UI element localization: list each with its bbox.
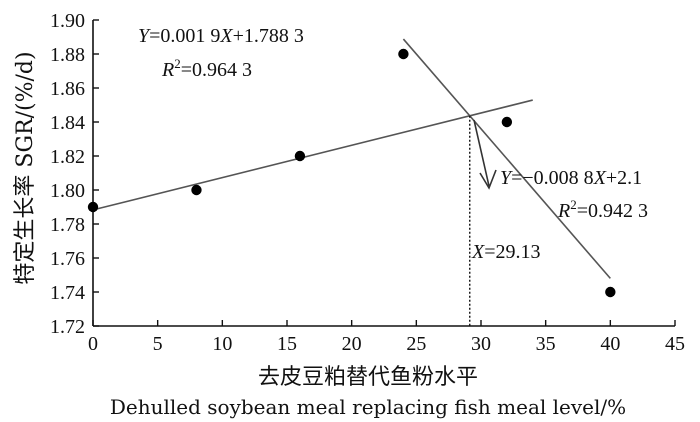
x-tick-label: 5: [153, 333, 163, 355]
data-point: [87, 201, 99, 213]
regression-line-2: [402, 38, 611, 279]
y-tick-label: 1.74: [50, 282, 85, 304]
x-tick-label: 35: [536, 333, 556, 355]
x-tick-label: 15: [277, 333, 297, 355]
fit-lines: [92, 38, 611, 279]
x-ticks: 0 5 10 15 20 25 30 35 40 45: [88, 320, 685, 355]
y-tick-label: 1.72: [50, 316, 85, 338]
intersection-label: X=29.13: [471, 241, 541, 263]
arrow-icon: [473, 119, 497, 190]
data-points: [87, 48, 616, 298]
x-tick-label: 10: [212, 333, 232, 355]
x-tick-label: 40: [600, 333, 620, 355]
x-tick-label: 0: [88, 333, 98, 355]
y-tick-label: 1.78: [50, 214, 85, 236]
x-axis-title-english: Dehulled soybean meal replacing fish mea…: [110, 395, 626, 419]
y-axis-title: 特定生长率 SGR/(%/d): [13, 51, 38, 284]
y-tick-label: 1.82: [50, 146, 85, 168]
data-point: [191, 184, 202, 196]
y-tick-label: 1.86: [50, 78, 85, 100]
y-tick-label: 1.76: [50, 248, 85, 270]
regression-line-1: [92, 99, 533, 211]
y-tick-label: 1.84: [50, 112, 85, 134]
data-point: [605, 286, 616, 298]
y-tick-label: 1.90: [50, 10, 85, 32]
x-tick-label: 25: [406, 333, 426, 355]
axes: [92, 20, 675, 327]
y-tick-label: 1.80: [50, 180, 85, 202]
y-ticks: 1.72 1.74 1.76 1.78 1.80 1.82 1.84 1.86 1.88 1.90: [50, 10, 99, 338]
y-tick-label: 1.88: [50, 44, 85, 66]
x-axis-title: 去皮豆粕替代鱼粉水平: [258, 365, 478, 390]
data-point: [501, 116, 513, 128]
data-point: [294, 150, 306, 162]
r-squared-1: R2=0.964 3: [161, 56, 252, 81]
data-point: [398, 48, 409, 60]
equation-1: Y=0.001 9X+1.788 3: [138, 25, 304, 47]
equation-2: Y=−0.008 8X+2.1: [500, 167, 642, 189]
x-tick-label: 20: [342, 333, 362, 355]
x-tick-label: 30: [471, 333, 491, 355]
r-squared-2: R2=0.942 3: [557, 197, 648, 222]
x-tick-label: 45: [665, 333, 685, 355]
